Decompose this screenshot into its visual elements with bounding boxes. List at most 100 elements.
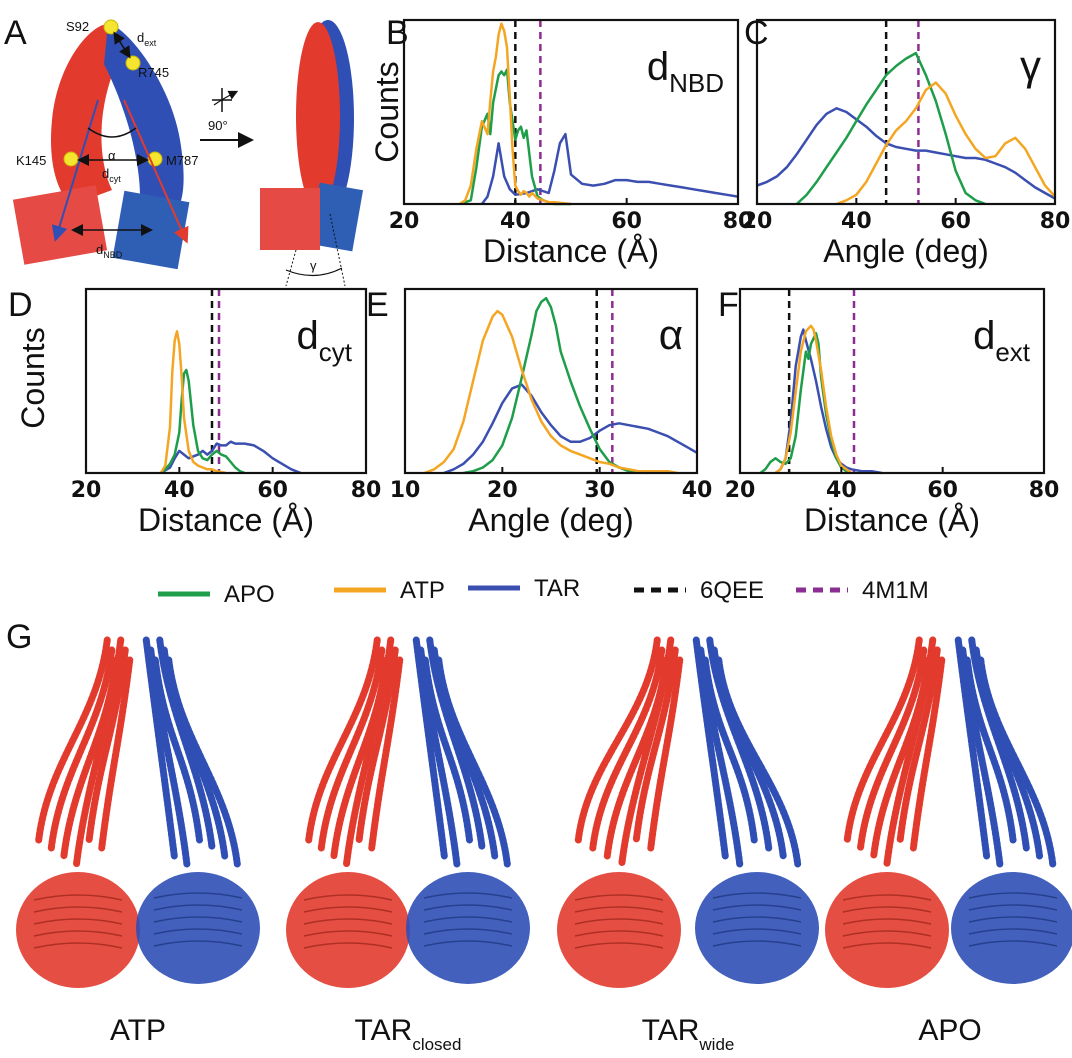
series-apo-line	[759, 331, 852, 475]
red-sheet-strand	[303, 942, 393, 949]
x-tick-label: 80	[723, 209, 754, 234]
structure-label-sub: wide	[698, 1035, 734, 1054]
y-axis-label: Counts	[369, 61, 405, 162]
red-sheet-strand	[303, 930, 393, 937]
y-axis-label: Counts	[15, 327, 51, 428]
red-sheet-strand	[33, 942, 123, 949]
panel-f: F 20 40 60 80 Distance (Å) dext	[718, 286, 1059, 538]
red-helix	[98, 656, 134, 852]
blue-tmd-arm	[104, 24, 184, 208]
blue-sheet-strand	[423, 940, 513, 947]
plot-title-sub: NBD	[669, 68, 724, 98]
gamma-line-right	[329, 213, 346, 287]
x-axis-label: Angle (deg)	[468, 502, 633, 538]
red-sheet-strand	[303, 906, 393, 913]
red-sheet-strand	[33, 930, 123, 937]
x-tick-label: 40	[164, 478, 195, 503]
red-sheet-strand	[842, 918, 932, 925]
blue-helix	[715, 656, 802, 868]
red-helix	[647, 656, 684, 852]
residue-s92-marker	[103, 19, 119, 35]
legend-label-atp: ATP	[400, 577, 445, 604]
series-tar-line	[480, 132, 739, 205]
structure-label: APO	[918, 1014, 981, 1047]
d-cyt-label: dcyt	[102, 166, 121, 184]
red-helix	[35, 636, 111, 844]
panel-g: G ATP TARclosed TARwide APO	[6, 618, 1072, 1054]
series-apo-line	[159, 368, 246, 475]
blue-sheet-strand	[968, 904, 1058, 911]
alpha-arc	[87, 127, 137, 138]
gamma-arc	[285, 267, 343, 277]
plot-title-main: d	[973, 314, 995, 358]
plot-title: dNBD	[647, 45, 724, 98]
plot-title: dcyt	[297, 314, 353, 367]
residue-s92-label: S92	[66, 19, 89, 34]
plot-frame	[403, 287, 699, 475]
x-tick-label: 30	[584, 478, 615, 503]
blue-helix	[977, 656, 1057, 868]
red-sheet-strand	[33, 906, 123, 913]
red-sheet-strand	[842, 942, 932, 949]
blue-sheet-strand	[153, 928, 243, 935]
plot-frame	[755, 18, 1057, 206]
panel-e: E 10 20 30 40 Angle (deg) α	[366, 286, 712, 538]
red-sheet-strand	[574, 918, 664, 925]
x-tick-label: 20	[71, 478, 102, 503]
gamma-label: γ	[310, 258, 317, 273]
red-nbd-domain	[286, 872, 410, 988]
blue-helix	[421, 656, 473, 844]
x-tick-label: 20	[487, 478, 518, 503]
panel-letter: D	[8, 286, 33, 324]
blue-sheet-strand	[968, 892, 1058, 899]
blue-nbd-domain	[695, 872, 819, 984]
legend: APO ATP TAR 6QEE 4M1M	[158, 575, 929, 608]
series-tar-line	[160, 440, 302, 475]
series-tar-line	[443, 383, 698, 475]
blue-sheet-strand	[712, 904, 802, 911]
structure-4: APO	[825, 636, 1072, 1047]
red-nbd-domain	[825, 872, 949, 988]
x-tick-label: 40	[826, 478, 857, 503]
side-view-red-nbd	[260, 188, 320, 250]
blue-helix	[435, 656, 511, 868]
panel-letter: F	[718, 286, 739, 324]
panel-letter: E	[366, 286, 389, 324]
residue-k145-marker	[63, 151, 79, 167]
series-tar-line	[774, 328, 883, 475]
red-helix	[909, 656, 946, 852]
red-sheet-strand	[574, 930, 664, 937]
blue-sheet-strand	[712, 892, 802, 899]
structure-label-main: APO	[918, 1014, 981, 1047]
gamma-line-left	[285, 249, 297, 287]
blue-sheet-strand	[153, 916, 243, 923]
red-helix	[368, 656, 404, 852]
legend-label-tar: TAR	[534, 575, 580, 602]
plot-title: dext	[973, 314, 1031, 367]
blue-sheet-strand	[423, 904, 513, 911]
x-tick-label: 20	[389, 209, 420, 234]
plot-title: α	[659, 311, 683, 358]
red-helix	[632, 646, 679, 844]
residue-r745-marker	[125, 55, 141, 71]
blue-sheet-strand	[153, 940, 243, 947]
x-tick-label: 60	[940, 209, 971, 234]
x-tick-label: 60	[257, 478, 288, 503]
blue-sheet-strand	[712, 928, 802, 935]
x-tick-label: 80	[351, 478, 382, 503]
side-view-blue-nbd	[308, 182, 364, 252]
structure-label: TARwide	[642, 1014, 735, 1054]
red-sheet-strand	[842, 906, 932, 913]
residue-k145-label: K145	[16, 153, 46, 168]
red-sheet-strand	[842, 894, 932, 901]
series-tar-line	[756, 107, 1056, 200]
plot-title-main: d	[297, 314, 319, 358]
panel-a: A S92 R745 K145 M787 dext α dcyt dNBD	[4, 14, 364, 287]
structure-label: ATP	[110, 1014, 166, 1047]
side-view-red-arm	[296, 22, 340, 210]
red-helix	[317, 646, 386, 852]
structure-renderings: ATP TARclosed TARwide APO	[16, 636, 1072, 1054]
structure-label-main: ATP	[110, 1014, 166, 1047]
panel-d: D 20 40 60 80 Distance (Å) Counts dcyt	[8, 286, 381, 538]
